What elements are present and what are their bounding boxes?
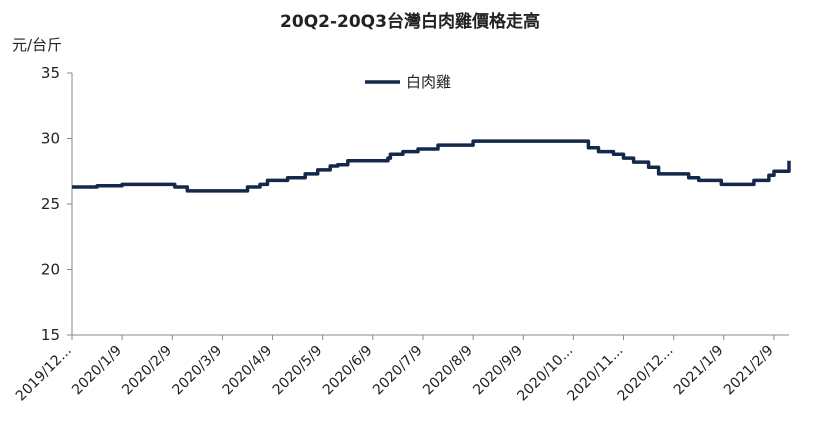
y-tick-label: 30	[41, 130, 60, 148]
y-tick-label: 20	[41, 261, 60, 279]
y-tick-label: 35	[41, 64, 60, 82]
x-tick-label: 2020/8/9	[420, 343, 476, 399]
x-tick-label: 2020/2/9	[119, 343, 175, 399]
x-axis-ticks: 2019/12...2020/1/92020/2/92020/3/92020/4…	[13, 335, 777, 404]
series-line	[72, 139, 791, 193]
x-tick-label: 2020/6/9	[320, 343, 376, 399]
y-axis-ticks: 15 20 25 30 35	[41, 64, 72, 344]
x-tick-label: 2020/7/9	[370, 343, 426, 399]
legend: 白肉雞	[365, 73, 451, 91]
x-tick-label: 2021/1/9	[671, 343, 727, 399]
y-tick-label: 25	[41, 195, 60, 213]
series-group	[72, 139, 791, 193]
x-tick-label: 2020/1/9	[69, 343, 125, 399]
chart-title: 20Q2-20Q3台灣白肉雞價格走高	[280, 11, 540, 32]
axes	[71, 73, 789, 336]
legend-label: 白肉雞	[406, 73, 451, 91]
y-axis-unit-label: 元/台斤	[12, 36, 62, 54]
x-tick-label: 2020/4/9	[220, 343, 276, 399]
x-tick-label: 2021/2/9	[721, 343, 777, 399]
x-tick-label: 2020/3/9	[169, 343, 225, 399]
x-tick-label: 2020/5/9	[270, 343, 326, 399]
x-tick-label: 2019/12...	[13, 343, 75, 405]
y-tick-label: 15	[41, 326, 60, 344]
